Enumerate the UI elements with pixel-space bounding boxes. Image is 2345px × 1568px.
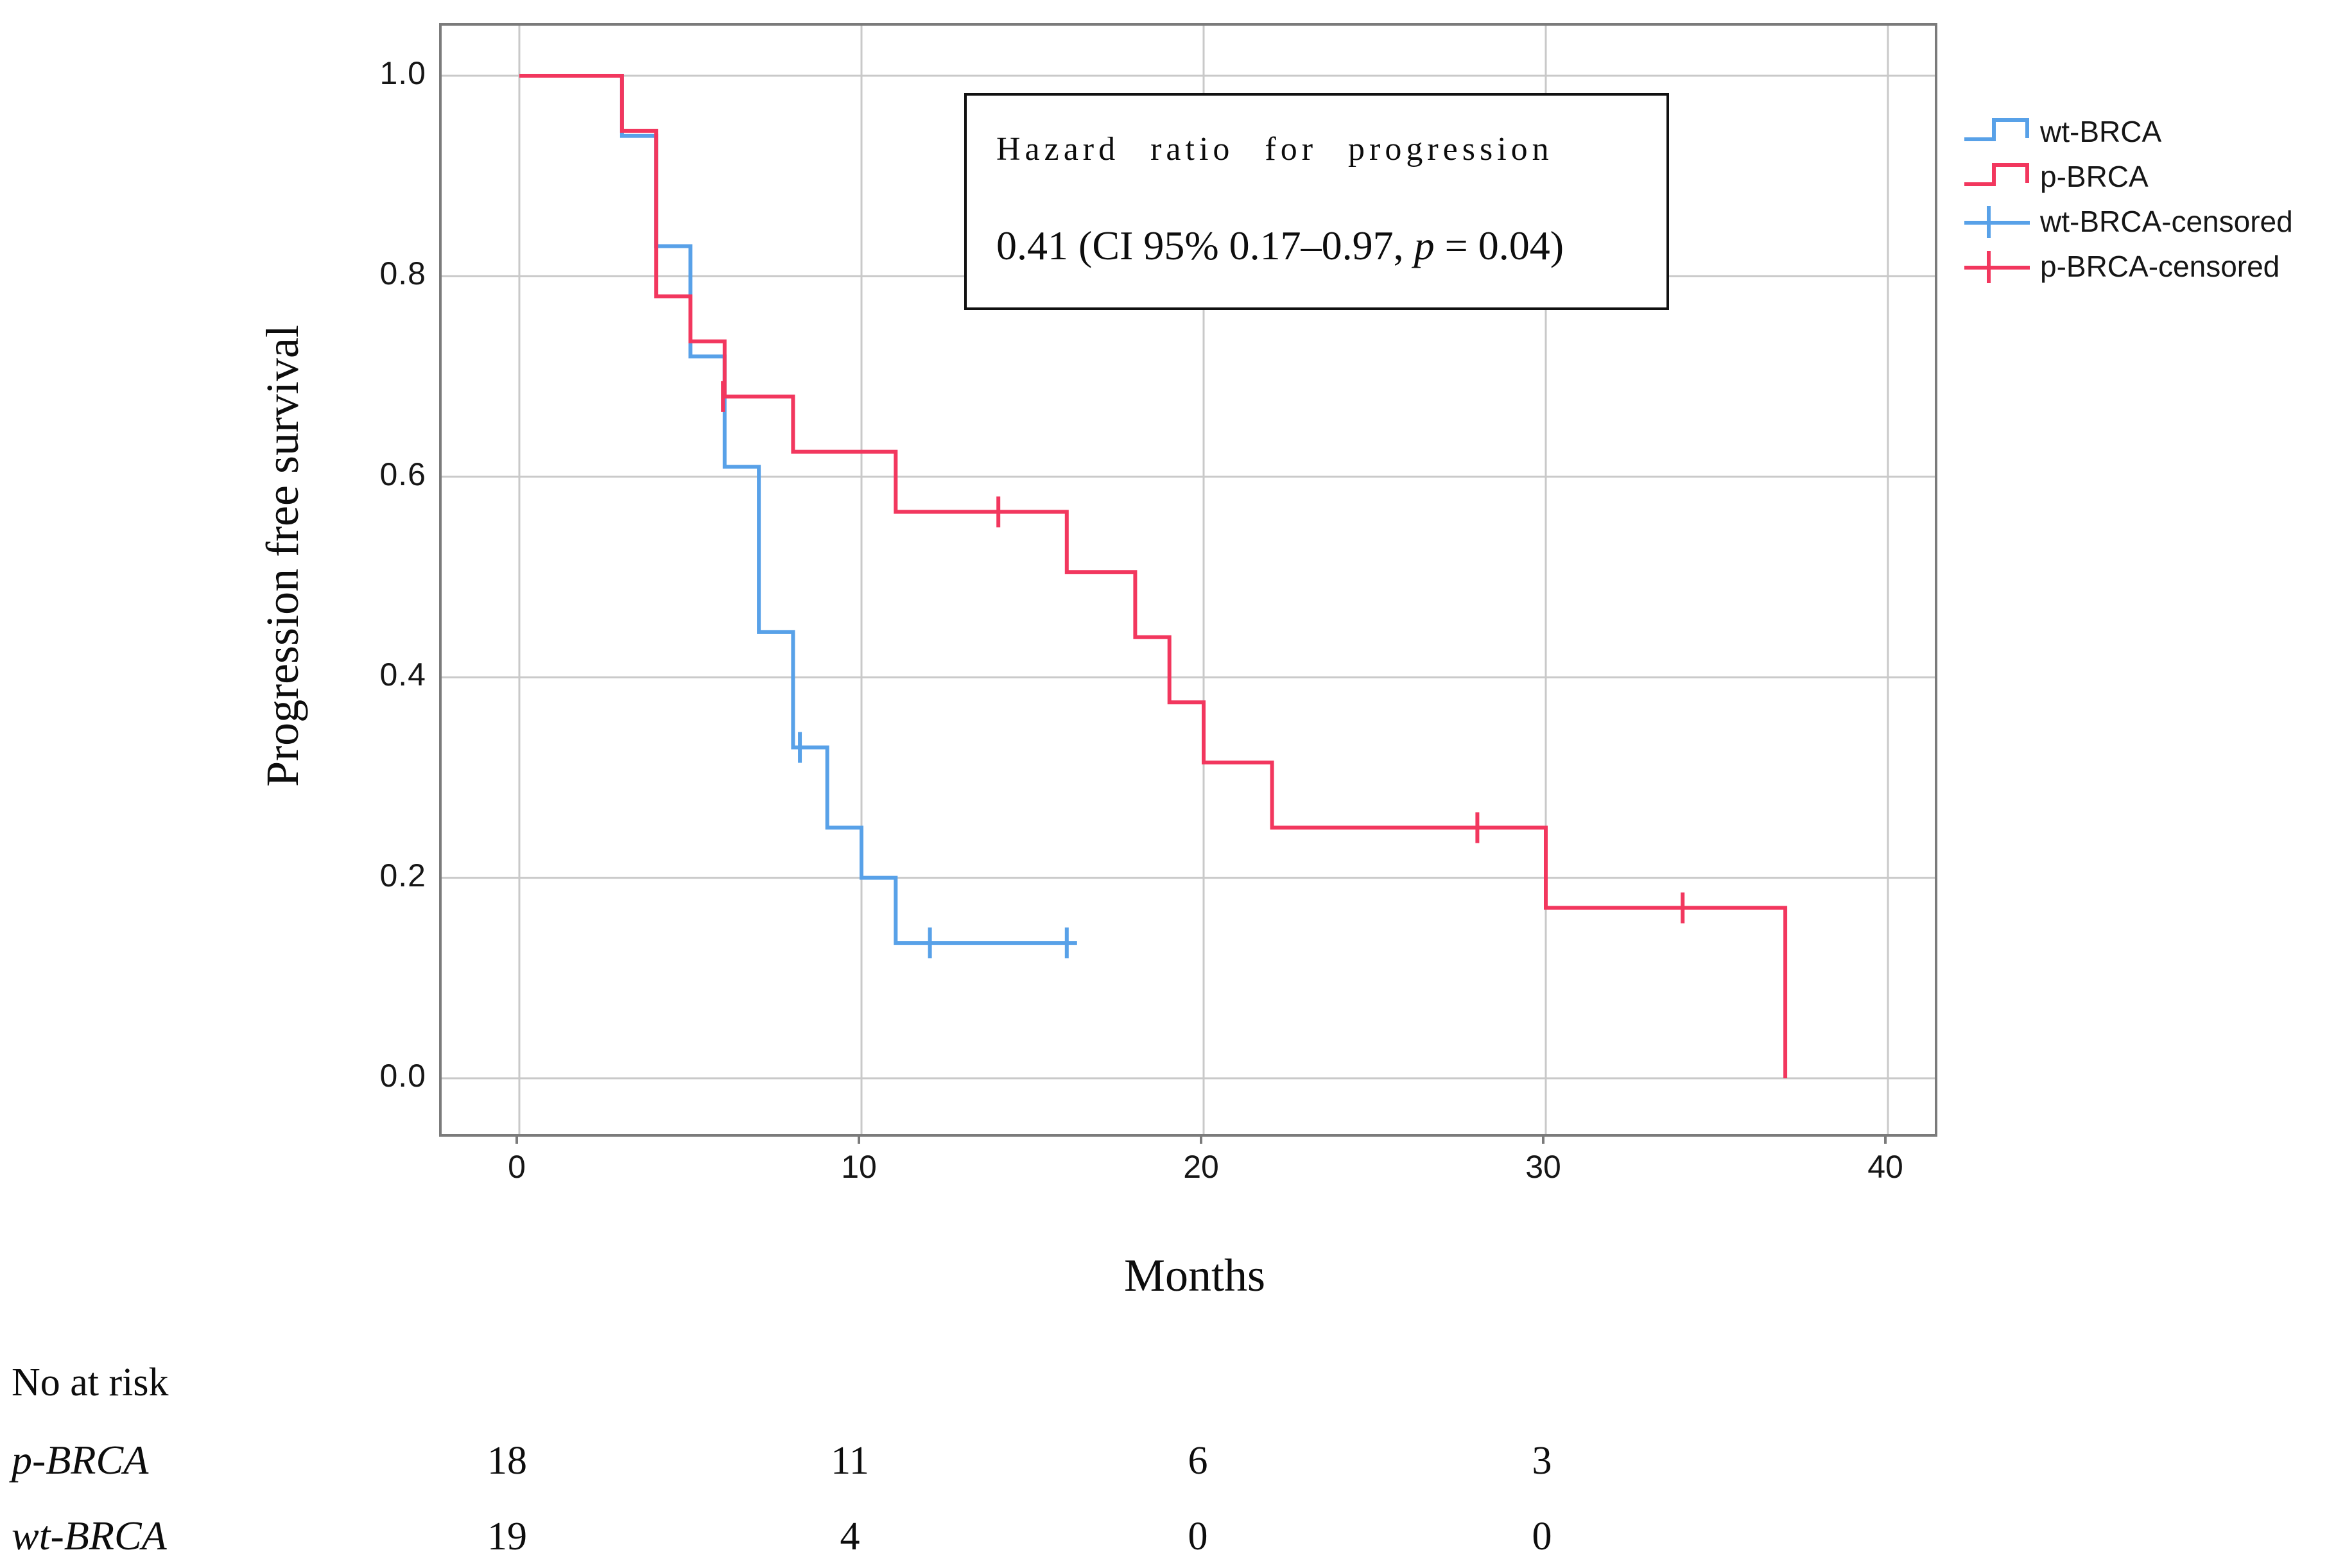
legend-item-wt-brca: wt-BRCA (1963, 109, 2293, 154)
wt-brca-censor-swatch-icon (1964, 206, 2030, 238)
risk-value-p-brca-m0: 18 (487, 1439, 527, 1483)
risk-value-wt-brca-m10: 4 (840, 1515, 860, 1558)
risk-row-label-p-brca: p-BRCA (12, 1437, 149, 1483)
legend-label: p-BRCA (2040, 160, 2149, 193)
y-tick-label-0.0: 0.0 (379, 1058, 426, 1094)
x-tick-label-20: 20 (1183, 1149, 1219, 1185)
p-brca-censor-swatch-icon (1964, 251, 2030, 283)
x-tick-mark-30 (1542, 1134, 1545, 1144)
x-tick-label-30: 30 (1525, 1149, 1561, 1185)
risk-value-wt-brca-m30: 0 (1532, 1515, 1552, 1558)
hazard-ratio-p-symbol: p (1414, 223, 1435, 268)
x-tick-mark-20 (1200, 1134, 1202, 1144)
hazard-ratio-p-value: = 0.04) (1434, 223, 1564, 268)
legend-item-p-brca: p-BRCA (1963, 154, 2293, 199)
y-tick-label-0.4: 0.4 (379, 657, 426, 693)
x-tick-mark-40 (1884, 1134, 1887, 1144)
legend-item-p-brca-censored: p-BRCA-censored (1963, 244, 2293, 289)
x-tick-mark-10 (858, 1134, 860, 1144)
y-tick-label-0.2: 0.2 (379, 857, 426, 893)
km-curves-svg (442, 26, 1935, 1134)
risk-value-p-brca-m20: 6 (1188, 1439, 1208, 1483)
legend: wt-BRCA p-BRCA wt-BRCA-censored (1963, 109, 2293, 289)
hazard-ratio-value: 0.41 (CI 95% 0.17–0.97, (996, 223, 1414, 268)
legend-label: wt-BRCA-censored (2040, 205, 2293, 238)
x-axis-title: Months (1123, 1250, 1266, 1301)
hazard-ratio-line1: Hazard ratio for progression (996, 131, 1553, 168)
risk-value-wt-brca-m20: 0 (1188, 1515, 1208, 1558)
risk-value-p-brca-m30: 3 (1532, 1439, 1552, 1483)
p-BRCA-curve (519, 74, 1788, 1078)
x-tick-label-40: 40 (1867, 1149, 1903, 1185)
y-tick-label-1.0: 1.0 (379, 55, 426, 91)
y-tick-label-0.8: 0.8 (379, 255, 426, 291)
risk-value-p-brca-m10: 11 (831, 1439, 869, 1483)
x-tick-mark-0 (515, 1134, 518, 1144)
wt-brca-step-swatch-icon (1964, 118, 2029, 141)
hazard-ratio-box: Hazard ratio for progression 0.41 (CI 95… (964, 93, 1669, 310)
x-tick-label-0: 0 (508, 1149, 526, 1185)
risk-row-label-wt-brca: wt-BRCA (12, 1513, 167, 1558)
hazard-ratio-line2: 0.41 (CI 95% 0.17–0.97, p = 0.04) (996, 225, 1666, 266)
legend-label: wt-BRCA (2040, 115, 2162, 148)
risk-table-header: No at risk (12, 1361, 169, 1404)
risk-value-wt-brca-m0: 19 (487, 1515, 527, 1558)
legend-label: p-BRCA-censored (2040, 250, 2280, 283)
x-tick-label-10: 10 (841, 1149, 877, 1185)
legend-item-wt-brca-censored: wt-BRCA-censored (1963, 199, 2293, 244)
p-brca-step-swatch-icon (1964, 163, 2029, 186)
y-tick-label-0.6: 0.6 (379, 456, 426, 492)
